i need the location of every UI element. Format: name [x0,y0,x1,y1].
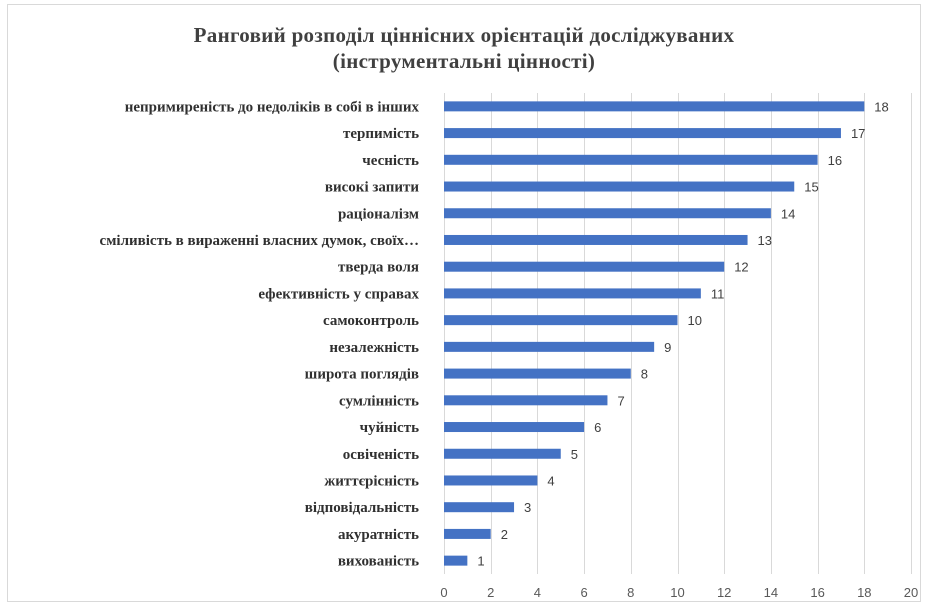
category-label: освіченість [343,447,419,463]
category-label: раціоналізм [338,206,419,222]
bar [444,234,748,245]
x-tick-label: 16 [810,585,824,600]
category-label: сумлінність [339,393,419,409]
bar [444,208,771,219]
x-tick-label: 2 [487,585,494,600]
chart-subtitle: (інструментальні цінності) [332,49,596,73]
bar [444,555,468,566]
data-label: 6 [594,420,601,435]
category-label: високі запити [325,180,419,196]
data-label: 13 [758,233,772,248]
x-tick-label: 12 [717,585,731,600]
bar [444,448,561,459]
bar [444,422,585,433]
x-tick-label: 6 [580,585,587,600]
data-label: 4 [547,473,554,488]
category-label: життєрісність [324,473,419,489]
x-tick-label: 8 [627,585,634,600]
data-label: 16 [828,153,842,168]
bar [444,502,515,513]
bar [444,528,491,539]
chart-title: Ранговий розподіл ціннісних орієнтацій д… [0,22,928,74]
data-label: 11 [711,286,725,301]
x-tick-label: 20 [904,585,918,600]
bar [444,288,701,299]
category-label: чуйність [360,420,419,436]
bar [444,315,678,326]
x-tick-label: 18 [857,585,871,600]
data-label: 7 [617,393,624,408]
data-label: 9 [664,340,671,355]
x-tick-label: 0 [440,585,447,600]
x-tick-label: 14 [764,585,778,600]
chart-title-line1: Ранговий розподіл ціннісних орієнтацій д… [193,23,735,47]
data-label: 2 [501,527,508,542]
data-label: 10 [688,313,702,328]
category-label: вихованість [338,554,419,570]
data-label: 17 [851,126,865,141]
category-labels: непримиреність до недоліків в собі в інш… [100,99,420,569]
data-label: 18 [874,99,888,114]
category-label: широта поглядів [305,367,419,383]
data-label: 15 [804,180,818,195]
value-labels: 18 17 16 15 14 13 12 11 10 9 8 7 6 5 4 3 2 1 [477,99,888,568]
category-label: незалежність [329,340,419,356]
gridlines [444,93,912,574]
data-label: 12 [734,260,748,275]
data-label: 8 [641,367,648,382]
category-label: чесність [362,153,419,169]
data-label: 5 [571,447,578,462]
category-label: самоконтроль [323,313,419,329]
bar [444,475,538,486]
bars [444,101,865,566]
category-label: відповідальність [305,500,419,516]
bar [444,395,608,406]
bar [444,368,631,379]
category-label: непримиреність до недоліків в собі в інш… [125,99,420,115]
bar [444,154,818,165]
category-label: акуратність [338,527,419,543]
bar [444,181,795,192]
category-label: сміливість в вираженні власних думок, св… [100,233,419,249]
bar [444,128,841,139]
category-label: тверда воля [338,260,419,276]
category-label: терпимість [343,126,419,142]
data-label: 3 [524,500,531,515]
x-tick-labels: 0 2 4 6 8 10 12 14 16 18 20 [440,585,918,600]
category-label: ефективність у справах [258,286,419,302]
data-label: 14 [781,206,795,221]
x-tick-label: 10 [670,585,684,600]
bar [444,341,655,352]
data-label: 1 [477,554,484,569]
bar [444,261,725,272]
bar [444,101,865,112]
x-tick-label: 4 [534,585,541,600]
